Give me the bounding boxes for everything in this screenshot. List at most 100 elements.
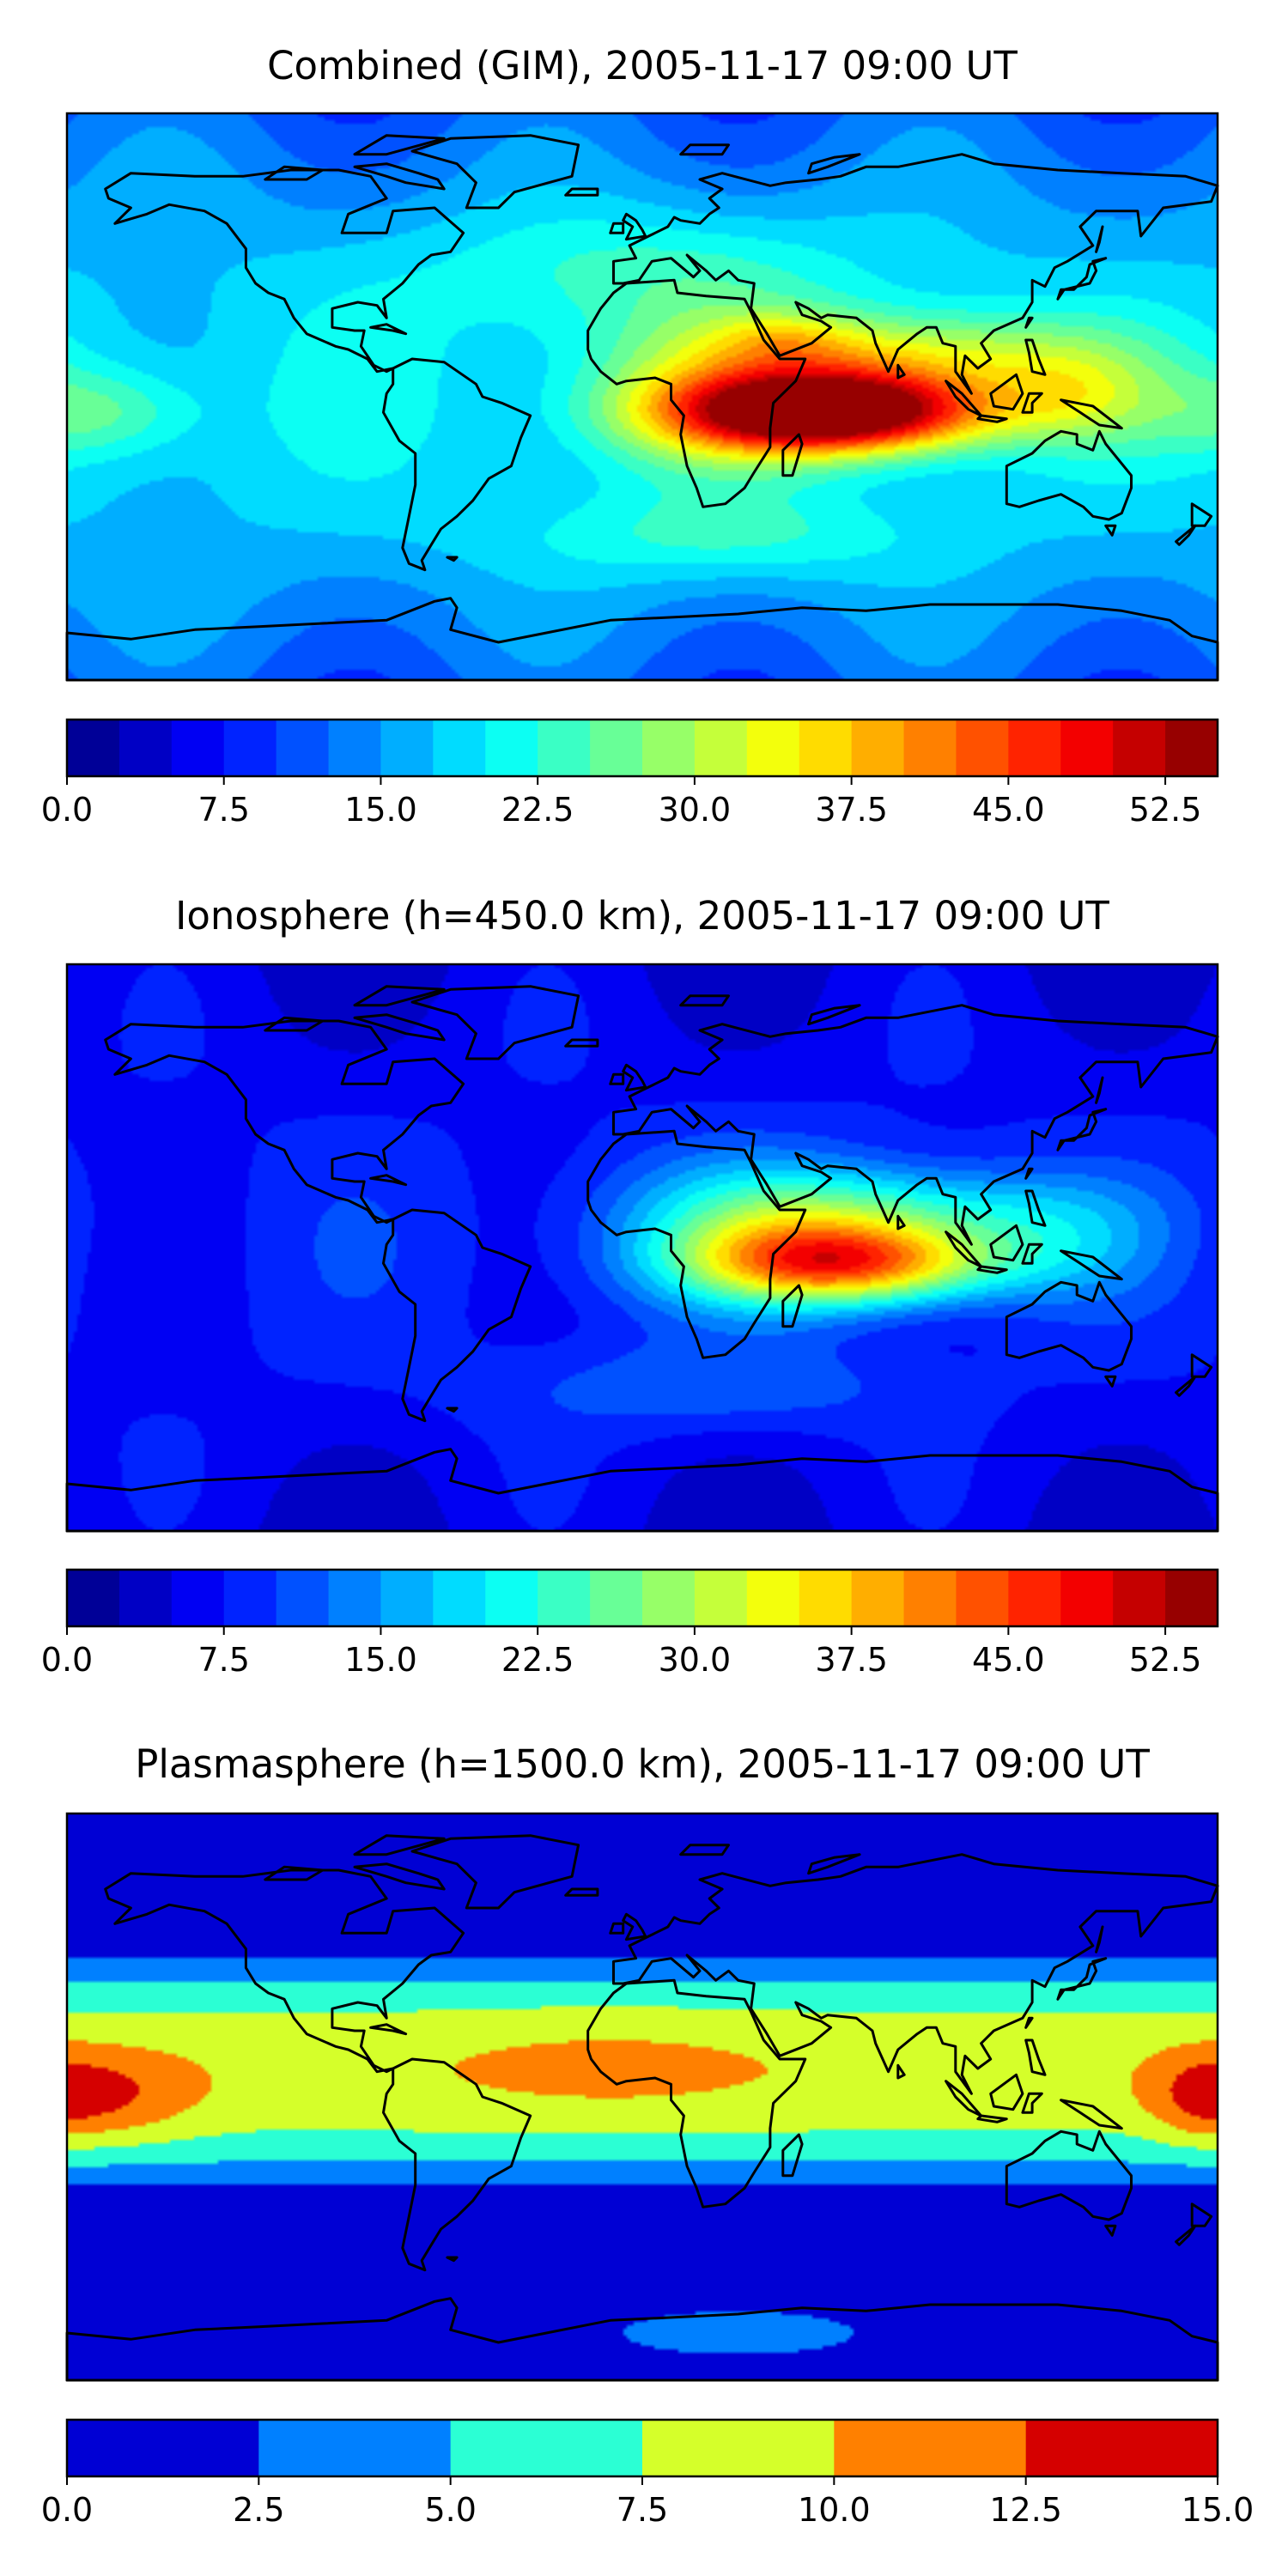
- coastline-new-zealand: [1190, 1353, 1213, 1378]
- colorbar-segment: [1060, 1570, 1114, 1626]
- coastline-novaya-zemlya: [807, 153, 861, 175]
- coastline-tasmania: [1104, 524, 1117, 537]
- coastline-victoria-island: [264, 1016, 325, 1032]
- colorbar-tick-label: 7.5: [198, 1641, 250, 1679]
- colorbar-frame: [65, 1568, 1219, 1628]
- colorbar-segment: [1025, 2420, 1218, 2476]
- coastline-south-america: [382, 357, 532, 572]
- colorbar-tick-label: 12.5: [989, 2491, 1062, 2529]
- coastline-tasmania: [1104, 1375, 1117, 1388]
- colorbar-segment: [328, 1570, 382, 1626]
- coastline-ireland: [609, 1072, 625, 1085]
- field-map: [67, 964, 1218, 1531]
- coastline-svalbard: [679, 994, 730, 1007]
- map-frame: [65, 963, 1219, 1533]
- coastline-sulawesi: [1021, 1242, 1043, 1265]
- coastline-new-zealand-south: [1175, 1375, 1197, 1397]
- coastline-new-guinea: [1060, 1249, 1123, 1281]
- map-frame: [65, 112, 1219, 682]
- colorbar-segment: [450, 2420, 643, 2476]
- coastline-svalbard: [679, 143, 730, 156]
- coastline-new-zealand: [1190, 2202, 1213, 2227]
- coastline-taiwan: [1024, 2016, 1034, 2029]
- colorbar-segment: [956, 1570, 1009, 1626]
- coastline-sumatra: [945, 2080, 983, 2117]
- colorbar-tick-label: 45.0: [972, 791, 1045, 829]
- coastline-cuba: [369, 2023, 408, 2036]
- coastline-madagascar: [781, 433, 804, 477]
- colorbar-segment: [118, 1570, 173, 1626]
- coastline-antarctica: [65, 1448, 1219, 1533]
- coastline-hokkaido-sakhalin: [1095, 1076, 1104, 1104]
- coastline-philippines: [1024, 2038, 1047, 2076]
- coastline-greenland: [410, 1834, 580, 1910]
- panel-title: Combined (GIM), 2005-11-17 09:00 UT: [267, 43, 1018, 88]
- colorbar-segment: [851, 1570, 905, 1626]
- colorbar-segment: [834, 2420, 1027, 2476]
- coastline-greenland: [410, 134, 580, 210]
- coastline-falklands: [446, 556, 459, 562]
- coastline-eurasia: [612, 153, 1219, 395]
- coastline-philippines: [1024, 1189, 1047, 1227]
- coastline-antarctica: [65, 2297, 1219, 2382]
- coastline-borneo: [989, 373, 1024, 411]
- colorbar-segment: [642, 2420, 835, 2476]
- coastline-australia: [1005, 429, 1133, 521]
- colorbar-tick-label: 0.0: [41, 1641, 93, 1679]
- colorbar-segment: [433, 1570, 486, 1626]
- colorbar-tick-label: 30.0: [659, 791, 732, 829]
- coastline-japan: [1056, 1957, 1108, 2001]
- colorbar-tick-label: 15.0: [344, 1641, 417, 1679]
- coastline-iceland: [564, 1887, 599, 1897]
- colorbar-tick-label: 7.5: [617, 2491, 668, 2529]
- coastline-eurasia: [612, 1004, 1219, 1246]
- coastline-falklands: [446, 2256, 459, 2263]
- coastline-south-america: [382, 1208, 532, 1423]
- field-map: [67, 113, 1218, 680]
- colorbar-segment: [694, 1570, 748, 1626]
- coastline-sri-lanka: [896, 1214, 906, 1230]
- coastline-greenland: [410, 985, 580, 1060]
- coastline-south-america: [382, 2057, 532, 2272]
- colorbar-segment: [67, 1570, 120, 1626]
- colorbar-tick-label: 22.5: [501, 1641, 574, 1679]
- colorbar-segment: [433, 720, 486, 776]
- coastline-sri-lanka: [896, 2063, 906, 2080]
- colorbar-segment: [799, 1570, 853, 1626]
- colorbar-segment: [799, 720, 853, 776]
- colorbar-segment: [1113, 1570, 1166, 1626]
- colorbar-segment: [851, 720, 905, 776]
- coastline-java: [976, 2114, 1008, 2123]
- coastline-sumatra: [945, 1230, 983, 1268]
- colorbar-segment: [485, 1570, 538, 1626]
- colorbar-segment: [328, 720, 382, 776]
- coastline-africa: [586, 1129, 807, 1359]
- coastline-java: [976, 1265, 1008, 1274]
- colorbar-tick-label: 45.0: [972, 1641, 1045, 1679]
- colorbar-tick-label: 10.0: [798, 2491, 871, 2529]
- coastline-antarctica: [65, 597, 1219, 682]
- coastline-ireland: [609, 1922, 625, 1935]
- colorbar-segment: [538, 720, 591, 776]
- coastline-north-america: [104, 1019, 465, 1224]
- colorbar-segment: [171, 1570, 225, 1626]
- coastlines: [65, 1834, 1219, 2382]
- colorbar-segment: [694, 720, 748, 776]
- colorbar-segment: [223, 720, 277, 776]
- colorbar-segment: [1113, 720, 1166, 776]
- coastline-philippines: [1024, 338, 1047, 376]
- coastline-svalbard: [679, 1844, 730, 1856]
- coastline-new-guinea: [1060, 398, 1123, 430]
- colorbar-tick-label: 52.5: [1129, 791, 1202, 829]
- coastline-ellesmere-island: [353, 1834, 446, 1856]
- coastline-novaya-zemlya: [807, 1853, 861, 1875]
- coastline-africa: [586, 1978, 807, 2208]
- colorbar-segment: [590, 720, 643, 776]
- coastline-north-america: [104, 1868, 465, 2074]
- colorbar-tick-label: 7.5: [198, 791, 250, 829]
- coastline-iceland: [564, 1038, 599, 1048]
- colorbar-tick-label: 52.5: [1129, 1641, 1202, 1679]
- coastline-cuba: [369, 323, 408, 336]
- coastline-tasmania: [1104, 2224, 1117, 2237]
